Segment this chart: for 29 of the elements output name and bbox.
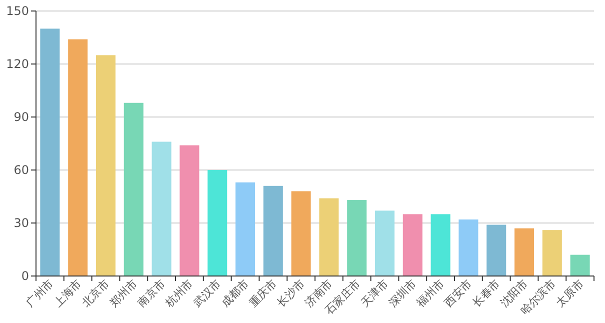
bar bbox=[235, 182, 256, 276]
x-tick-label: 武汉市 bbox=[190, 276, 224, 310]
bar bbox=[180, 145, 200, 276]
bar bbox=[40, 28, 60, 276]
x-tick-label: 太原市 bbox=[554, 276, 586, 310]
bar bbox=[570, 254, 590, 276]
bar bbox=[291, 191, 311, 276]
y-tick-label: 150 bbox=[6, 4, 29, 18]
y-tick-label: 90 bbox=[14, 110, 29, 124]
y-tick-label: 120 bbox=[6, 57, 29, 71]
y-tick-label: 0 bbox=[21, 269, 29, 283]
bar bbox=[152, 142, 172, 276]
bar bbox=[514, 228, 534, 276]
bar bbox=[486, 224, 506, 276]
bar bbox=[263, 186, 283, 276]
bar bbox=[542, 230, 562, 276]
y-tick-label: 30 bbox=[14, 216, 29, 230]
bar bbox=[96, 55, 116, 276]
bar bbox=[402, 214, 422, 276]
bar bbox=[347, 200, 367, 276]
x-tick-label: 上海市 bbox=[51, 276, 84, 310]
bar bbox=[430, 214, 450, 276]
bar bbox=[458, 219, 478, 276]
bar bbox=[374, 210, 395, 276]
bar bbox=[124, 102, 144, 276]
bar bbox=[68, 39, 88, 276]
y-tick-label: 60 bbox=[14, 163, 29, 177]
bar bbox=[208, 170, 228, 276]
bar bbox=[319, 198, 339, 276]
